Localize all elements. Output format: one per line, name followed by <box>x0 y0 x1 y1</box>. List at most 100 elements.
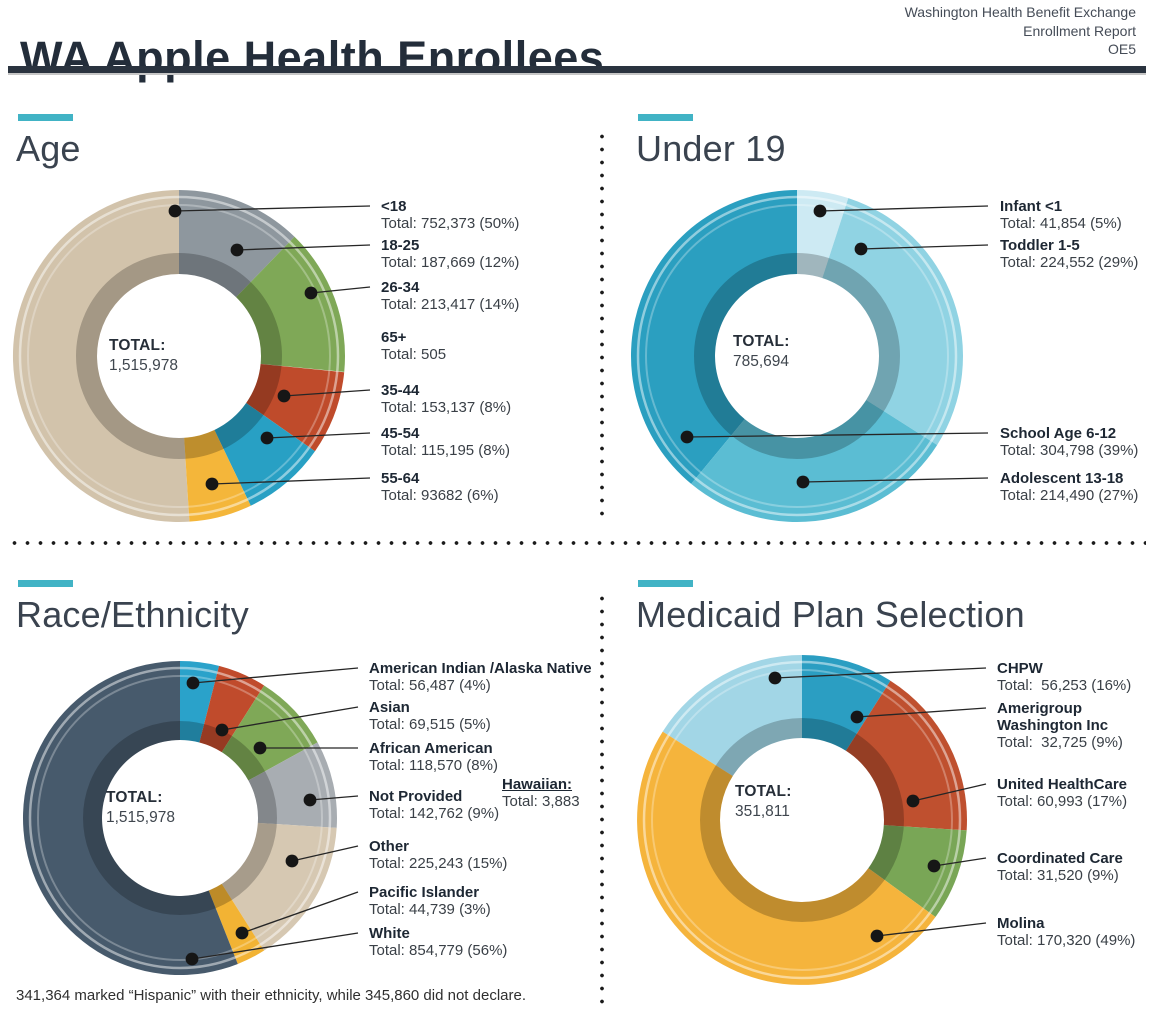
vertical-dotted-divider-top <box>600 130 604 522</box>
age-highlight-arc-1 <box>18 195 340 517</box>
age-legend-entry: 18-25 Total: 187,669 (12%) <box>381 237 611 271</box>
legend-total: Total: 44,739 (3%) <box>369 901 491 918</box>
legend-label: 65+ <box>381 329 407 346</box>
report-meta-line-1: Washington Health Benefit Exchange <box>904 4 1136 20</box>
race-legend-entry: Pacific Islander Total: 44,739 (3%) <box>369 884 634 918</box>
race-legend-entry: American Indian /Alaska Native Total: 56,… <box>369 660 634 694</box>
age-legend-entry: 65+ Total: 505 <box>381 329 611 363</box>
medicaid-legend-entry: Amerigroup Washington Inc Total: 32,725 (… <box>997 700 1152 751</box>
medicaid-segment-1 <box>662 655 802 777</box>
legend-label: Coordinated Care <box>997 850 1123 867</box>
medicaid-highlight-arc-2 <box>651 669 953 971</box>
legend-total: Total: 854,779 (56%) <box>369 942 508 959</box>
race-legend-entry: Not Provided Total: 142,762 (9%) <box>369 788 634 822</box>
legend-label: American Indian /Alaska Native <box>369 660 592 677</box>
under19-legend-entry: School Age 6-12 Total: 304,798 (39%) <box>1000 425 1152 459</box>
age-segment-1 <box>12 190 190 522</box>
legend-label: Molina <box>997 915 1045 932</box>
race-donut-total: TOTAL: 1,515,978 <box>106 788 175 827</box>
under19-leader-dot-1 <box>813 204 827 218</box>
legend-label: 18-25 <box>381 237 420 254</box>
race-leader-line-2 <box>221 706 359 731</box>
race-leader-dot-6 <box>235 926 249 940</box>
medicaid-legend-entry: United HealthCare Total: 60,993 (17%) <box>997 776 1152 810</box>
under19-segment-1 <box>797 190 849 279</box>
under19-legend-entry: Toddler 1-5 Total: 224,552 (29%) <box>1000 237 1152 271</box>
legend-label: White <box>369 925 410 942</box>
age-legend-entry: 45-54 Total: 115,195 (8%) <box>381 425 611 459</box>
legend-total: Total: 56,487 (4%) <box>369 677 491 694</box>
legend-total: Total: 170,320 (49%) <box>997 932 1136 949</box>
medicaid-segment-3 <box>845 680 967 831</box>
legend-label: United HealthCare <box>997 776 1128 793</box>
legend-label: 55-64 <box>381 470 420 487</box>
race-legend-entry: Other Total: 225,243 (15%) <box>369 838 634 872</box>
under19-leader-line-1 <box>819 205 989 212</box>
under19-donut-total: TOTAL: 785,694 <box>733 332 790 371</box>
race-segment-7 <box>22 661 238 975</box>
report-meta: Washington Health Benefit Exchange Enrol… <box>905 3 1136 59</box>
race-leader-dot-1 <box>186 676 200 690</box>
age-highlight-arc-2 <box>27 204 331 508</box>
legend-total: Total: 304,798 (39%) <box>1000 442 1139 459</box>
horizontal-dotted-divider <box>8 541 1146 545</box>
section-title-under19: Under 19 <box>636 128 786 169</box>
section-title-age: Age <box>16 128 81 169</box>
race-segment-3 <box>221 685 318 781</box>
legend-label: Adolescent 13-18 <box>1000 470 1124 487</box>
medicaid-leader-line-3 <box>912 783 987 802</box>
legend-total: Total: 187,669 (12%) <box>381 254 520 271</box>
medicaid-segment-5 <box>637 731 936 985</box>
medicaid-leader-dot-1 <box>768 671 782 685</box>
race-leader-dot-2 <box>215 723 229 737</box>
age-leader-dot-3 <box>304 286 318 300</box>
race-total-value: 1,515,978 <box>106 808 175 826</box>
under19-highlight-arc-1 <box>636 195 958 517</box>
race-leader-line-1 <box>192 667 359 684</box>
under19-segment-2 <box>822 198 964 445</box>
header-rule <box>8 66 1146 75</box>
age-legend-entry: 35-44 Total: 153,137 (8%) <box>381 382 611 416</box>
age-leader-dot-2 <box>230 243 244 257</box>
race-legend-entry: African American Total: 118,570 (8%) <box>369 740 634 774</box>
age-leader-line-1 <box>174 205 371 212</box>
race-leader-dot-4 <box>303 793 317 807</box>
age-leader-line-6 <box>266 432 371 439</box>
medicaid-leader-line-4 <box>933 857 987 867</box>
accent-bar-age <box>18 114 73 121</box>
age-segment-5 <box>246 364 345 452</box>
legend-label: 35-44 <box>381 382 420 399</box>
race-segment-6 <box>208 883 265 964</box>
race-segment-5 <box>221 822 337 951</box>
race-leader-line-7 <box>191 932 359 960</box>
legend-total: Total: 32,725 (9%) <box>997 734 1123 751</box>
legend-label: African American <box>369 740 493 757</box>
legend-label: School Age 6-12 <box>1000 425 1117 442</box>
legend-label: 45-54 <box>381 425 420 442</box>
accent-bar-race <box>18 580 73 587</box>
race-leader-line-4 <box>309 795 359 801</box>
under19-total-value: 785,694 <box>733 352 790 370</box>
legend-total: Total: 41,854 (5%) <box>1000 215 1122 232</box>
age-segment-3 <box>236 236 346 372</box>
under19-leader-dot-2 <box>854 242 868 256</box>
accent-bar-medicaid <box>638 580 693 587</box>
race-segment-2 <box>199 665 265 753</box>
under19-total-label: TOTAL: <box>733 333 790 350</box>
medicaid-leader-dot-2 <box>850 710 864 724</box>
medicaid-leader-dot-3 <box>906 794 920 808</box>
legend-total: Total: 60,993 (17%) <box>997 793 1128 810</box>
legend-total: Total: 213,417 (14%) <box>381 296 520 313</box>
under19-segment-3 <box>630 190 797 484</box>
legend-label: 26-34 <box>381 279 420 296</box>
race-legend-entry: White Total: 854,779 (56%) <box>369 925 634 959</box>
age-leader-line-5 <box>283 389 371 397</box>
legend-label: Infant <1 <box>1000 198 1063 215</box>
legend-total: Total: 93682 (6%) <box>381 487 499 504</box>
vertical-dotted-divider-bottom <box>600 592 604 1006</box>
legend-total: Total: 153,137 (8%) <box>381 399 512 416</box>
legend-total: Total: 214,490 (27%) <box>1000 487 1139 504</box>
age-segment-2 <box>179 190 295 298</box>
